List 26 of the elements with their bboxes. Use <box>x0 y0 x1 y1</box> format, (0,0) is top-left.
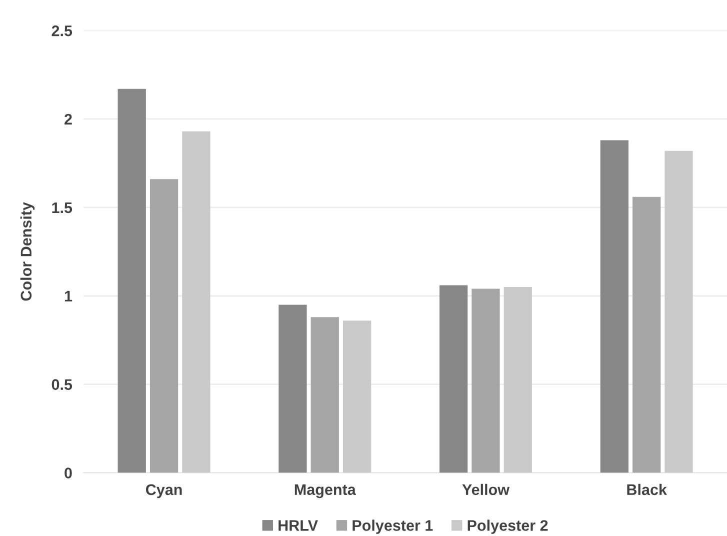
y-tick-label: 1.5 <box>52 202 72 214</box>
y-tick-label: 1 <box>64 290 72 302</box>
y-tick-label: 0.5 <box>52 379 72 390</box>
legend-label: HRLV <box>278 520 318 531</box>
bar <box>504 287 532 473</box>
bar <box>150 179 178 473</box>
legend-label: Polyester 2 <box>468 520 548 534</box>
x-tick-label: Magenta <box>294 484 356 498</box>
x-tick-label: Cyan <box>146 484 182 498</box>
bar <box>632 196 661 473</box>
bar <box>118 88 146 473</box>
y-axis-title: Color Density <box>20 202 35 301</box>
legend-label: Polyester 1 <box>352 520 433 534</box>
x-tick-label: Yellow <box>462 484 510 496</box>
bar <box>182 131 210 473</box>
bar <box>472 288 500 473</box>
bar <box>439 285 468 473</box>
y-tick-label: 2 <box>64 114 72 125</box>
x-tick-label: Black <box>627 484 667 496</box>
bar <box>310 317 339 473</box>
bar <box>278 304 307 473</box>
bar <box>342 320 372 473</box>
y-tick-label: 2.5 <box>52 25 72 36</box>
bar <box>664 150 693 473</box>
bar <box>600 140 628 473</box>
y-tick-label: 0 <box>64 468 72 478</box>
